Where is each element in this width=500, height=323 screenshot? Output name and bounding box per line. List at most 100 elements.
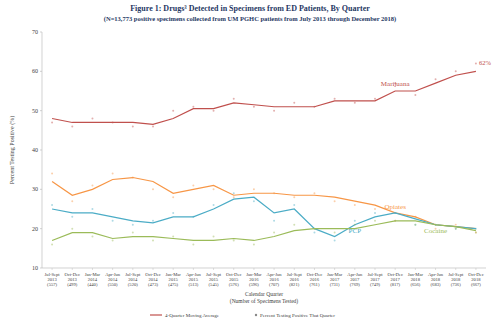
quarter-point [172, 212, 174, 214]
x-tick-label-line: (545) [209, 282, 219, 287]
x-tick-label: Jan-Mar2016(596) [246, 272, 262, 287]
x-tick-label-line: (821) [289, 282, 299, 287]
x-tick-label-line: (557) [47, 282, 57, 287]
y-tick [40, 110, 42, 111]
quarter-point [132, 232, 134, 234]
quarter-point [455, 228, 457, 230]
quarter-point [253, 106, 255, 108]
quarter-point [414, 216, 416, 218]
x-tick-label-line: (683) [431, 282, 441, 287]
quarter-point [91, 184, 93, 186]
x-tick [233, 268, 234, 270]
x-tick [173, 268, 174, 270]
legend: 4-Quarter Moving AveragePercent Testing … [150, 313, 335, 318]
subtitle: (N=13,773 positive specimens collected f… [104, 15, 396, 23]
quarter-point [51, 121, 53, 123]
x-tick-label: Jul-Sept2015(545) [206, 272, 222, 287]
y-tick [40, 150, 42, 151]
quarter-point [71, 228, 73, 230]
quarter-point [213, 236, 215, 238]
quarter-point [51, 173, 53, 175]
y-tick-label: 40 [32, 147, 38, 153]
quarter-point [91, 208, 93, 210]
quarter-point [455, 224, 457, 226]
x-tick [334, 268, 335, 270]
quarter-point [273, 192, 275, 194]
x-tick-label-line: (550) [108, 282, 118, 287]
quarter-point [354, 204, 356, 206]
quarter-point [414, 224, 416, 226]
x-tick-label-line: (761) [309, 282, 319, 287]
quarter-point [374, 98, 376, 100]
quarter-point [313, 192, 315, 194]
quarter-point [213, 110, 215, 112]
x-tick-label: Jan-Mar2017(731) [327, 272, 343, 287]
quarter-point [435, 78, 437, 80]
quarter-point [192, 243, 194, 245]
x-tick-label: Jan-Mar2014(440) [85, 272, 101, 287]
x-sublabel: (Number of Specimens Tested) [230, 298, 299, 305]
quarter-point [313, 106, 315, 108]
x-tick-label-line: (736) [451, 282, 461, 287]
x-tick-label: Apr-Jun2017(769) [347, 272, 363, 287]
quarter-point [455, 228, 457, 230]
quarter-point [71, 200, 73, 202]
y-tick-label: 30 [32, 186, 38, 192]
legend-label: 4-Quarter Moving Average [165, 313, 220, 318]
x-tick-label: Oct-Dec2018(667) [468, 272, 484, 287]
x-tick [455, 268, 456, 270]
series-line [52, 221, 476, 241]
quarter-point [455, 70, 457, 72]
title: Figure 1: Drugs³ Detected in Specimens f… [130, 4, 370, 13]
quarter-point [213, 204, 215, 206]
x-tick-label-line: (520) [128, 282, 138, 287]
quarter-point [172, 110, 174, 112]
x-tick-label: Oct-Dec2016(761) [307, 272, 323, 287]
quarter-point [273, 232, 275, 234]
x-tick-label: Jul-Sept2013(557) [45, 272, 61, 287]
x-tick [92, 268, 93, 270]
quarter-point [354, 224, 356, 226]
quarter-point [435, 224, 437, 226]
quarter-point [132, 224, 134, 226]
x-tick-label-line: (473) [148, 282, 158, 287]
x-tick [274, 268, 275, 270]
quarter-point [313, 228, 315, 230]
x-tick-label-line: (513) [188, 282, 198, 287]
x-label: Calendar Quarter [245, 291, 283, 297]
quarter-point [233, 98, 235, 100]
quarter-point [293, 224, 295, 226]
quarter-point [374, 212, 376, 214]
quarter-point [334, 98, 336, 100]
quarter-point [172, 236, 174, 238]
quarter-point [293, 196, 295, 198]
quarter-point [394, 220, 396, 222]
y-tick-label: 50 [32, 108, 38, 114]
x-tick [314, 268, 315, 270]
quarter-point [192, 106, 194, 108]
x-tick-label: Oct-Dec2013(499) [64, 272, 80, 287]
quarter-point [273, 220, 275, 222]
quarter-point [394, 220, 396, 222]
series-line [52, 197, 476, 236]
x-tick-label-line: (499) [67, 282, 77, 287]
quarter-point [414, 94, 416, 96]
quarter-point [253, 243, 255, 245]
x-tick [72, 268, 73, 270]
quarter-point [192, 184, 194, 186]
x-tick-label-line: (817) [390, 282, 400, 287]
quarter-point [152, 125, 154, 127]
quarter-point [374, 220, 376, 222]
x-axis [42, 268, 486, 269]
end-label: 62% [479, 59, 492, 66]
quarter-point [475, 228, 477, 230]
x-tick-label: Jul-Sept2014(520) [125, 272, 141, 287]
quarter-point [132, 177, 134, 179]
series-label: Cocaine [424, 227, 447, 235]
x-tick [395, 268, 396, 270]
x-tick-label-line: (749) [370, 282, 380, 287]
legend-dot-key [255, 314, 257, 316]
y-tick-label: 70 [32, 29, 38, 35]
y-tick [40, 228, 42, 229]
y-tick-label: 60 [32, 68, 38, 74]
